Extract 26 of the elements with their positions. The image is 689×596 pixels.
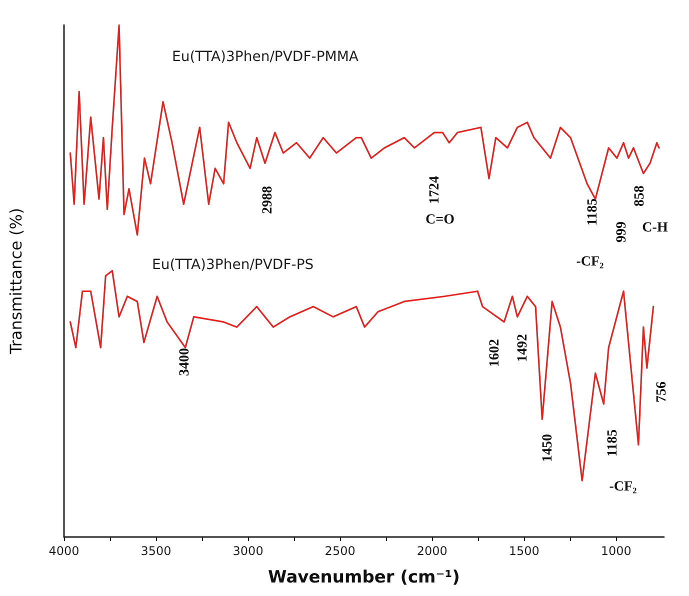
annotation: 756 — [654, 382, 670, 402]
annotation: 1492 — [516, 334, 530, 362]
x-tick-label: 2500 — [324, 544, 356, 558]
annotation: 858 — [632, 186, 648, 206]
annotation: 999 — [614, 222, 630, 242]
x-tick-label: 2000 — [416, 544, 448, 558]
annotation: 1185 — [586, 198, 600, 226]
text: Eu(TTA)3Phen/PVDF-PMMA — [172, 49, 359, 65]
annotation: 3400 — [178, 348, 192, 376]
annotation: 1185 — [606, 429, 620, 457]
annotation: 1602 — [488, 339, 502, 367]
y-axis-title: Transmittance (%) — [6, 208, 26, 356]
annotation: C=O — [426, 212, 455, 228]
annotation: 1450 — [540, 434, 556, 462]
annotation: 1724 — [428, 176, 442, 204]
annotation: -CF₂ — [609, 480, 637, 494]
annotation: 2988 — [260, 186, 276, 214]
series-label: Eu(TTA)3Phen/PVDF-PS — [152, 257, 314, 273]
x-tick-label: 1000 — [600, 544, 632, 558]
annotation: -CF₂ — [576, 254, 604, 270]
x-tick-label: 4000 — [48, 544, 80, 558]
x-tick-label: 3000 — [232, 544, 264, 558]
annotation: C-H — [642, 220, 668, 236]
x-tick-label: 3500 — [140, 544, 172, 558]
x-axis-title: Wavenumber (cm⁻¹) — [268, 568, 460, 588]
x-tick-label: 1500 — [508, 544, 540, 558]
